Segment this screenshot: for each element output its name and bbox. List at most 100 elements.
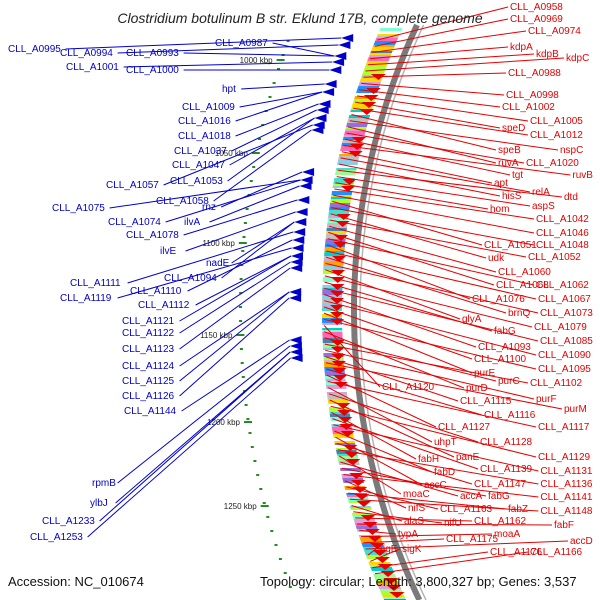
reverse-gene-leader xyxy=(65,37,342,50)
forward-gene-label: CLL_A1148 xyxy=(540,506,593,517)
forward-gene-leader xyxy=(323,318,537,370)
forward-gene-leader xyxy=(365,57,565,72)
forward-strand-gene xyxy=(341,186,356,192)
forward-gene-label: CLL_A1090 xyxy=(538,350,591,361)
forward-gene-leader xyxy=(329,219,527,258)
forward-gene-leader xyxy=(353,511,443,524)
forward-gene-leader xyxy=(355,101,501,129)
scale-dot xyxy=(241,376,245,378)
forward-strand-gene xyxy=(362,522,378,528)
forward-gene-label: accD xyxy=(570,536,593,547)
forward-gene-label: CLL_A1166 xyxy=(530,547,583,558)
forward-strand-gene xyxy=(344,452,359,458)
forward-gene-label: CLL_A0969 xyxy=(510,14,563,25)
forward-gene-leader xyxy=(325,362,563,410)
forward-gene-label: purC xyxy=(498,376,520,387)
genome-title: Clostridium botulinum B str. Eklund 17B,… xyxy=(117,10,483,26)
forward-gene-leader xyxy=(351,505,403,522)
forward-gene-label: CLL_A1102 xyxy=(530,378,583,389)
reverse-gene-leader xyxy=(227,117,315,182)
forward-gene-label: CLL_A1073 xyxy=(540,308,593,319)
reverse-gene-label: rnz xyxy=(202,202,216,213)
reverse-gene-leader xyxy=(195,255,292,306)
gene-feature-block xyxy=(381,595,405,597)
forward-gene-leader xyxy=(338,455,402,495)
gene-feature-block xyxy=(323,266,344,270)
reverse-gene-leader xyxy=(99,351,291,522)
reverse-gene-label: ilvE xyxy=(160,246,176,257)
forward-gene-leader xyxy=(357,95,529,122)
forward-gene-leader xyxy=(323,300,537,356)
scale-dot xyxy=(242,236,246,238)
forward-gene-label: purD xyxy=(466,383,488,394)
scale-label: 1150 kbp xyxy=(200,331,233,340)
forward-gene-leader xyxy=(337,449,539,485)
gene-feature-block xyxy=(329,414,351,417)
forward-gene-label: speD xyxy=(502,123,525,134)
reverse-gene-label: CLL_A1125 xyxy=(122,376,175,387)
reverse-strand-gene xyxy=(291,252,303,260)
forward-gene-label: CLL_A1005 xyxy=(530,116,583,127)
gene-feature-block xyxy=(382,597,406,599)
forward-gene-leader xyxy=(324,343,529,384)
forward-gene-label: CLL_A1052 xyxy=(528,252,581,263)
forward-strand-gene xyxy=(389,592,405,598)
forward-gene-leader xyxy=(369,548,401,562)
forward-strand-gene xyxy=(330,305,344,311)
gene-feature-block xyxy=(327,399,349,404)
reverse-gene-label: CLL_A1037 xyxy=(174,146,227,157)
forward-gene-label: CLL_A1175 xyxy=(446,534,499,545)
forward-strand-gene xyxy=(351,480,366,486)
forward-gene-label: CLL_A1141 xyxy=(540,492,593,503)
reverse-gene-leader xyxy=(87,357,291,538)
reverse-gene-label: CLL_A0994 xyxy=(60,48,113,59)
reverse-gene-label: ylbJ xyxy=(90,498,108,509)
reverse-gene-label: CLL_A0995 xyxy=(8,44,61,55)
forward-gene-leader xyxy=(359,89,501,108)
forward-gene-label: CLL_A1116 xyxy=(484,410,536,421)
scale-dot xyxy=(244,404,248,406)
forward-gene-label: CLL_A1176 xyxy=(490,547,543,558)
reverse-gene-label: CLL_A1058 xyxy=(156,196,209,207)
scale-label: 1200 kbp xyxy=(207,418,240,427)
genome-backbone-inner xyxy=(359,24,427,600)
forward-gene-label: CLL_A1079 xyxy=(534,322,587,333)
forward-gene-leader xyxy=(336,442,473,485)
forward-strand-gene xyxy=(372,550,388,556)
scale-dot xyxy=(239,292,243,294)
forward-gene-leader xyxy=(331,411,417,460)
forward-strand-gene xyxy=(330,312,344,318)
reverse-gene-leader xyxy=(179,261,291,334)
forward-gene-leader xyxy=(331,207,535,246)
gene-feature-block xyxy=(328,210,350,212)
forward-gene-leader xyxy=(328,225,497,273)
gene-feature-block xyxy=(373,41,397,45)
reverse-strand-gene xyxy=(293,228,306,236)
forward-gene-leader xyxy=(333,424,539,472)
forward-gene-leader xyxy=(326,374,437,428)
forward-gene-label: CLL_A0998 xyxy=(506,90,559,101)
reverse-gene-leader xyxy=(183,199,298,236)
forward-gene-leader xyxy=(335,436,423,486)
forward-gene-label: CLL_A1131 xyxy=(540,466,593,477)
reverse-gene-label: CLL_A1123 xyxy=(122,344,175,355)
forward-gene-leader xyxy=(326,368,483,416)
forward-gene-leader xyxy=(324,275,533,328)
scale-dot xyxy=(278,558,282,560)
reverse-strand-gene xyxy=(338,41,351,49)
forward-gene-label: speB xyxy=(498,145,521,156)
gene-feature-block xyxy=(369,53,392,55)
forward-gene-leader xyxy=(325,269,461,320)
reverse-gene-label: CLL_A1016 xyxy=(178,116,231,127)
reverse-strand-gene xyxy=(329,66,342,74)
scale-dot xyxy=(253,460,257,462)
forward-gene-leader xyxy=(367,548,377,556)
forward-gene-label: sigK xyxy=(402,544,422,555)
reverse-strand-gene xyxy=(290,264,303,272)
scale-dot xyxy=(270,530,274,532)
reverse-gene-label: CLL_A1121 xyxy=(122,316,175,327)
reverse-gene-leader xyxy=(127,231,294,284)
scale-label: 1100 kbp xyxy=(202,239,235,248)
forward-strand-gene xyxy=(332,368,347,374)
reverse-strand-gene xyxy=(334,52,347,60)
